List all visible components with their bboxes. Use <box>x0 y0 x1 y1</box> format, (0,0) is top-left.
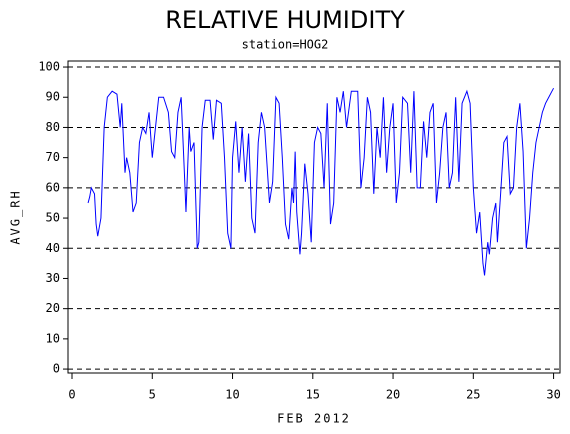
y-tick-label: 30 <box>46 271 60 285</box>
x-tick-label: 20 <box>386 388 400 402</box>
y-axis-label: AVG_RH <box>9 189 23 244</box>
y-tick-label: 80 <box>46 120 60 134</box>
x-tick-label: 0 <box>68 388 75 402</box>
y-tick-label: 50 <box>46 211 60 225</box>
x-tick-label: 10 <box>225 388 239 402</box>
plot-frame <box>67 60 561 374</box>
x-axis-label: FEB 2012 <box>277 412 351 426</box>
y-tick-label: 90 <box>46 90 60 104</box>
x-tick-label: 30 <box>546 388 560 402</box>
y-tick-label: 100 <box>38 60 60 74</box>
y-tick-label: 0 <box>53 362 60 376</box>
y-tick-label: 60 <box>46 180 60 194</box>
chart-title: RELATIVE HUMIDITY <box>165 6 405 34</box>
x-tick-label: 5 <box>149 388 156 402</box>
chart-subtitle: station=HOG2 <box>242 38 329 52</box>
x-tick-label: 15 <box>306 388 320 402</box>
y-tick-label: 70 <box>46 150 60 164</box>
x-tick-label: 25 <box>466 388 480 402</box>
y-tick-label: 20 <box>46 301 60 315</box>
y-tick-label: 40 <box>46 241 60 255</box>
data-line <box>87 87 555 276</box>
y-tick-label: 10 <box>46 331 60 345</box>
